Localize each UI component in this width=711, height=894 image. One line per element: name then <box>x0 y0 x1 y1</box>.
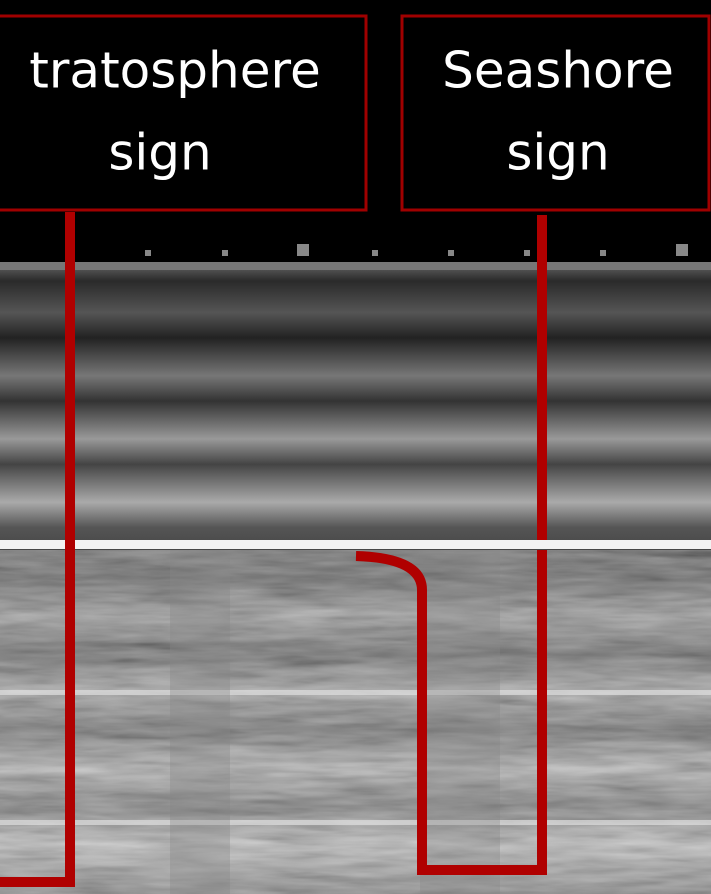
bright-band <box>0 820 711 825</box>
depth-dots <box>145 244 688 256</box>
bright-band <box>0 690 711 695</box>
seashore-pointer <box>355 215 547 875</box>
granular-texture <box>0 550 711 894</box>
motion-artifact <box>170 550 230 894</box>
m-mode-image: 3 <box>0 174 711 894</box>
label-text: sign <box>506 124 609 182</box>
annotations <box>0 212 547 887</box>
label-box <box>0 14 368 212</box>
stratosphere-pointer <box>0 212 75 887</box>
label-text: sign <box>108 124 211 182</box>
label-text: Seashore <box>442 42 674 100</box>
label-box <box>400 14 711 212</box>
top-edge <box>0 262 711 270</box>
motion-artifact <box>420 550 500 894</box>
label-text: tratosphere <box>29 42 320 100</box>
pleural-line <box>0 540 711 549</box>
